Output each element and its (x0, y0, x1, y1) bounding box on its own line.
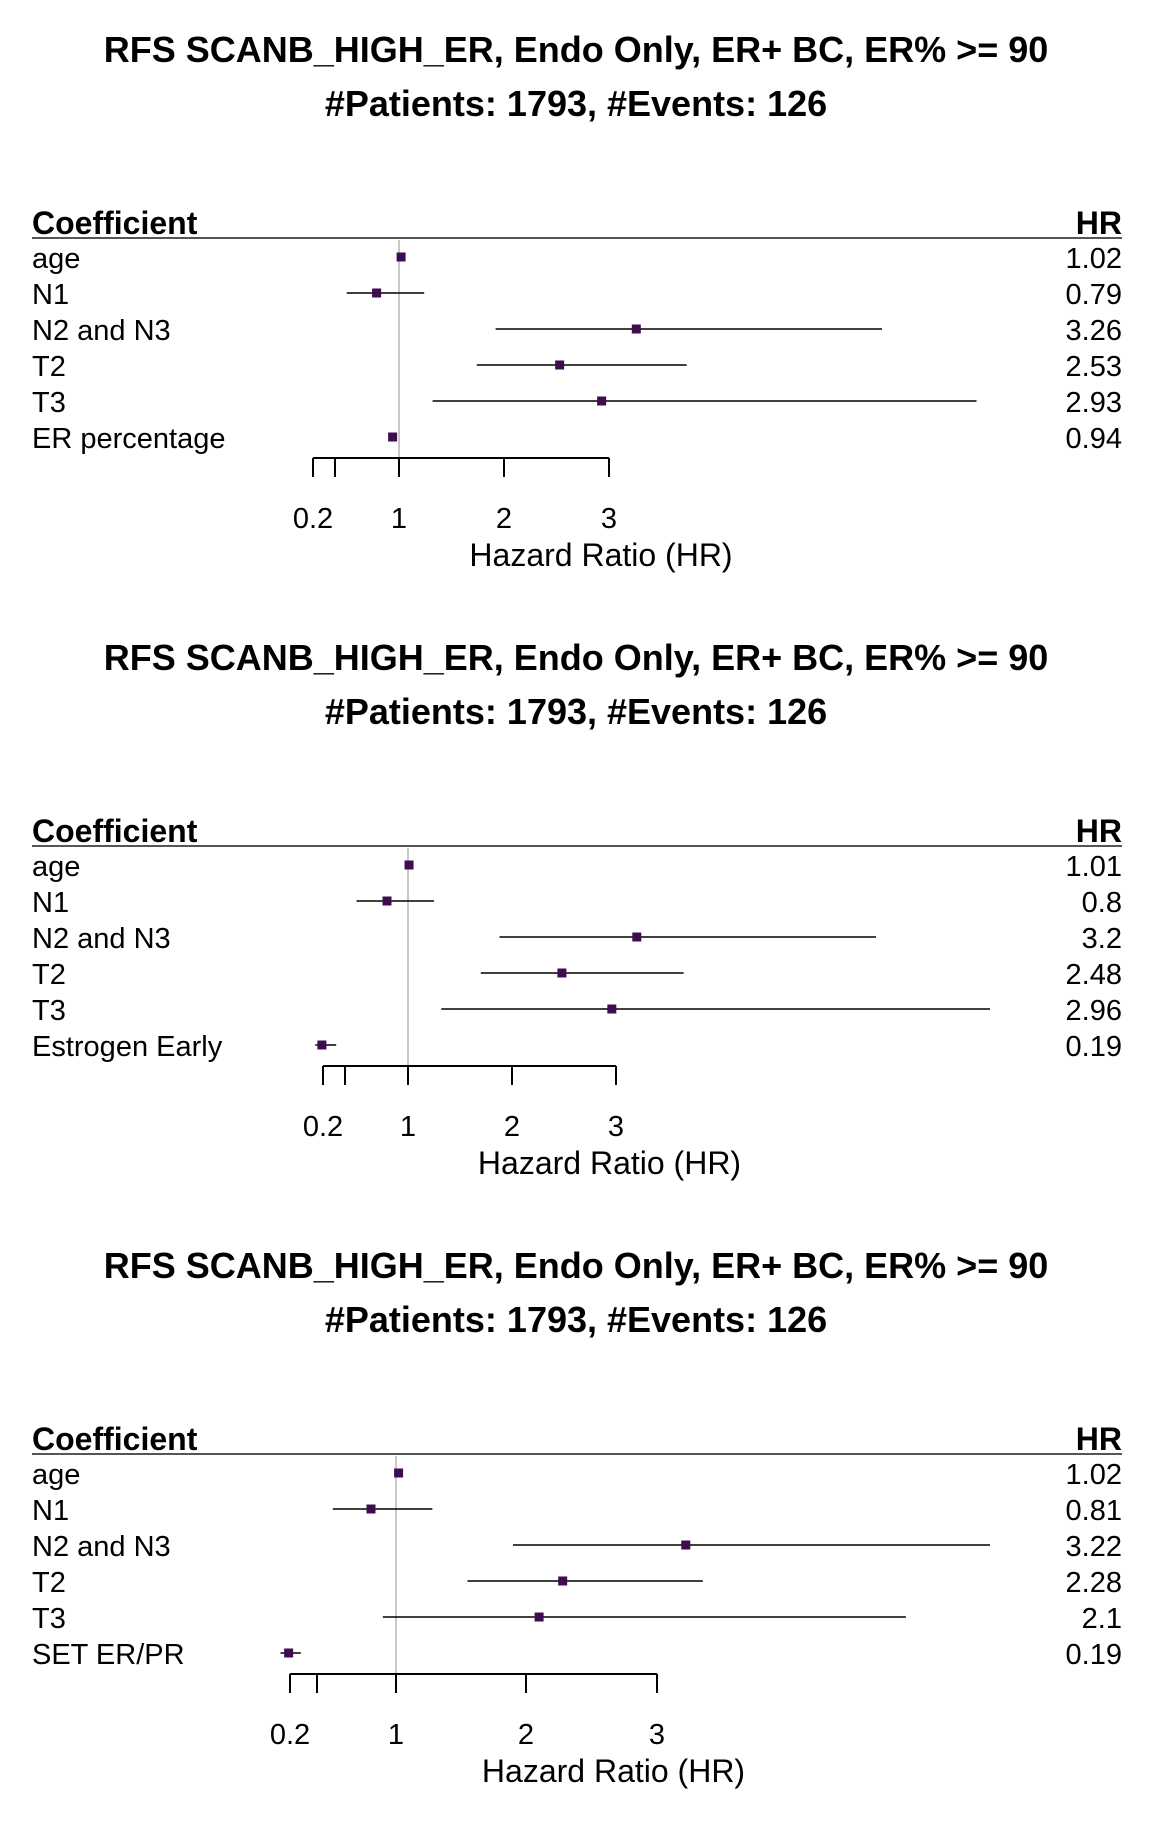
hr-point (394, 1468, 404, 1478)
forest-plot-svg: Coefficient HR age 1.01 N1 0.8 N2 and N3 3.2 T2 2… (32, 813, 1122, 1181)
row-label: age (32, 243, 80, 275)
row-hr-value: 2.48 (1066, 959, 1122, 991)
x-tick-label: 3 (601, 503, 617, 535)
row-label: T3 (32, 1603, 66, 1635)
hr-point (557, 968, 567, 978)
hr-point (607, 1004, 617, 1014)
hr-point (558, 1576, 568, 1586)
x-tick-label: 1 (391, 503, 407, 535)
forest-plot-3: RFS SCANB_HIGH_ER, Endo Only, ER+ BC, ER… (0, 1216, 1152, 1824)
hr-point (317, 1040, 327, 1050)
hr-point (396, 252, 406, 262)
row-label: N2 and N3 (32, 1531, 171, 1563)
row-hr-value: 0.81 (1066, 1495, 1122, 1527)
row-hr-value: 0.19 (1066, 1031, 1122, 1063)
row-label: N2 and N3 (32, 923, 171, 955)
row-hr-value: 3.22 (1066, 1531, 1122, 1563)
row-hr-value: 1.01 (1066, 851, 1122, 883)
hr-point (555, 360, 565, 370)
row-hr-value: 1.02 (1066, 243, 1122, 275)
row-hr-value: 2.96 (1066, 995, 1122, 1027)
row-label: N2 and N3 (32, 315, 171, 347)
row-label: SET ER/PR (32, 1639, 185, 1671)
x-tick-label: 2 (496, 503, 512, 535)
column-header-coefficient: Coefficient (32, 205, 198, 241)
hr-point (632, 932, 642, 942)
row-hr-value: 0.79 (1066, 279, 1122, 311)
row-hr-value: 2.1 (1082, 1603, 1122, 1635)
plot-title: RFS SCANB_HIGH_ER, Endo Only, ER+ BC, ER… (103, 637, 1049, 678)
column-header-hr: HR (1076, 205, 1122, 241)
column-header-hr: HR (1076, 813, 1122, 849)
hr-point (681, 1540, 691, 1550)
forest-plot-2: RFS SCANB_HIGH_ER, Endo Only, ER+ BC, ER… (0, 608, 1152, 1216)
hr-point (631, 324, 641, 334)
row-label: Estrogen Early (32, 1031, 223, 1063)
hr-point (404, 860, 414, 870)
row-label: T2 (32, 959, 66, 991)
forest-plot-1: RFS SCANB_HIGH_ER, Endo Only, ER+ BC, ER… (0, 0, 1152, 608)
hr-point (382, 896, 392, 906)
forest-plot-svg: Coefficient HR age 1.02 N1 0.81 N2 and N3 3.22 T… (32, 1421, 1122, 1789)
forest-plot-svg: Coefficient HR age 1.02 N1 0.79 N2 and N3 3.26 T… (32, 205, 1122, 573)
row-label: T2 (32, 351, 66, 383)
row-label: T2 (32, 1567, 66, 1599)
row-label: ER percentage (32, 423, 225, 455)
x-tick-label: 3 (608, 1111, 624, 1143)
x-tick-label: 0.2 (293, 503, 333, 535)
x-tick-label: 0.2 (270, 1719, 310, 1751)
hr-point (366, 1504, 376, 1514)
row-label: age (32, 1459, 80, 1491)
hr-point (284, 1648, 294, 1658)
row-hr-value: 2.28 (1066, 1567, 1122, 1599)
plot-subtitle: #Patients: 1793, #Events: 126 (324, 83, 828, 124)
row-hr-value: 0.94 (1066, 423, 1122, 455)
column-header-coefficient: Coefficient (32, 1421, 198, 1457)
x-tick-label: 0.2 (303, 1111, 343, 1143)
row-hr-value: 3.26 (1066, 315, 1122, 347)
row-hr-value: 1.02 (1066, 1459, 1122, 1491)
row-hr-value: 0.8 (1082, 887, 1122, 919)
row-label: T3 (32, 995, 66, 1027)
hr-point (534, 1612, 544, 1622)
hr-point (372, 288, 382, 298)
row-label: N1 (32, 279, 69, 311)
x-axis-label: Hazard Ratio (HR) (478, 1145, 741, 1181)
plot-subtitle: #Patients: 1793, #Events: 126 (324, 691, 828, 732)
row-label: T3 (32, 387, 66, 419)
row-label: N1 (32, 887, 69, 919)
hr-point (388, 432, 398, 442)
x-tick-label: 3 (649, 1719, 665, 1751)
x-tick-label: 1 (400, 1111, 416, 1143)
plot-title: RFS SCANB_HIGH_ER, Endo Only, ER+ BC, ER… (103, 1245, 1049, 1286)
x-tick-label: 1 (388, 1719, 404, 1751)
row-hr-value: 3.2 (1082, 923, 1122, 955)
plot-title: RFS SCANB_HIGH_ER, Endo Only, ER+ BC, ER… (103, 29, 1049, 70)
x-axis-label: Hazard Ratio (HR) (469, 537, 732, 573)
column-header-coefficient: Coefficient (32, 813, 198, 849)
hr-point (597, 396, 607, 406)
row-hr-value: 2.53 (1066, 351, 1122, 383)
row-hr-value: 2.93 (1066, 387, 1122, 419)
x-tick-label: 2 (504, 1111, 520, 1143)
x-axis-label: Hazard Ratio (HR) (482, 1753, 745, 1789)
row-label: age (32, 851, 80, 883)
column-header-hr: HR (1076, 1421, 1122, 1457)
row-label: N1 (32, 1495, 69, 1527)
plot-subtitle: #Patients: 1793, #Events: 126 (324, 1299, 828, 1340)
row-hr-value: 0.19 (1066, 1639, 1122, 1671)
x-tick-label: 2 (518, 1719, 534, 1751)
